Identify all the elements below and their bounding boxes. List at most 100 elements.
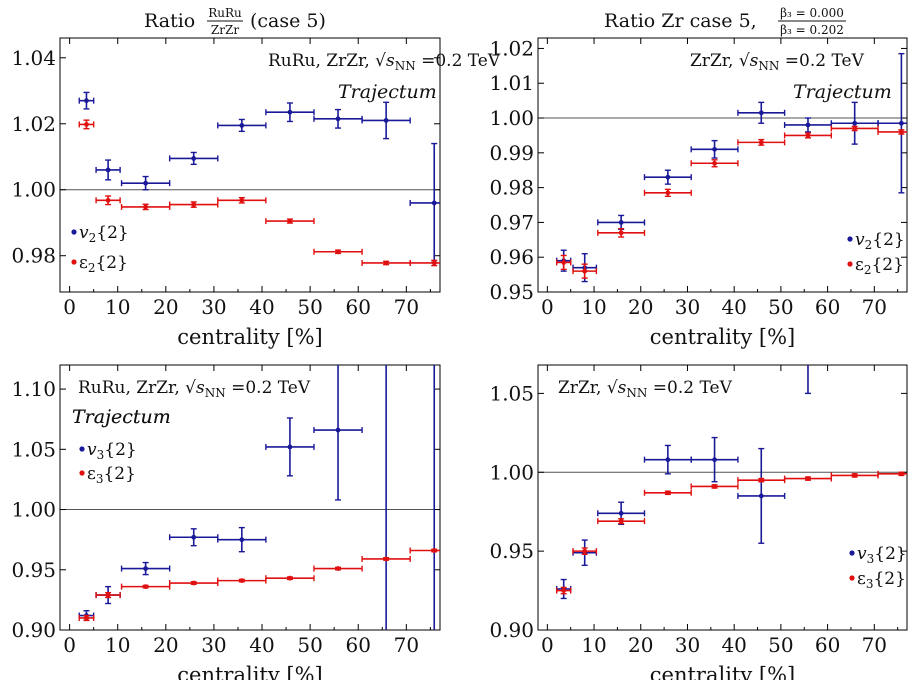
- x-tick-label: 20: [153, 633, 178, 657]
- sqrt-s: s: [618, 378, 627, 398]
- marker: [852, 473, 858, 478]
- system-annotation: ZrZr, √sNN =0.2 TeV: [558, 378, 733, 400]
- marker: [758, 493, 764, 499]
- data-point: [95, 195, 121, 206]
- data-point: [313, 365, 363, 501]
- marker: [431, 548, 437, 553]
- marker: [239, 578, 245, 584]
- legend-label: ε3{2}: [87, 464, 136, 486]
- data-point: [555, 254, 572, 271]
- data-point: [690, 436, 739, 483]
- marker: [383, 118, 389, 123]
- system-label: RuRu, ZrZr,: [268, 51, 375, 71]
- panel-p2: 0 10 20 30 40 50 60 70 0.95 0.96 0.97 0.98 0.99 1.00 1…: [489, 6, 908, 349]
- sqrt-subscript: NN: [205, 386, 226, 400]
- title-numerator: RuRu: [208, 6, 242, 20]
- data-point: [265, 417, 315, 477]
- marker: [191, 580, 197, 586]
- y-tick-label: 1.00: [489, 106, 534, 130]
- legend-label: v2{2}: [79, 223, 129, 245]
- data-point: [737, 477, 786, 484]
- marker: [852, 126, 858, 131]
- data-point: [877, 470, 907, 477]
- legend-item-ε3: ε3{2}: [849, 569, 906, 591]
- legend-label: ε2{2}: [79, 253, 128, 275]
- y-tick-label: 0.98: [11, 244, 56, 268]
- x-axis-label: centrality [%]: [650, 325, 795, 349]
- marker: [618, 230, 624, 236]
- x-tick-label: 20: [628, 295, 653, 319]
- y-tick-label: 1.00: [11, 498, 56, 522]
- title-denominator: β₃ = 0.202: [780, 23, 844, 37]
- data-point: [783, 117, 833, 133]
- data-point: [737, 101, 786, 124]
- data-point: [168, 151, 219, 166]
- sqrt-sign: √: [375, 51, 386, 71]
- data-point: [265, 102, 315, 123]
- legend-label: v2{2}: [855, 230, 905, 252]
- legend-subscript: 3: [96, 472, 104, 486]
- data-point: [120, 203, 171, 211]
- series-e: [78, 547, 440, 622]
- y-tick-label: 1.10: [11, 377, 56, 401]
- data-point: [643, 169, 692, 185]
- marker: [335, 116, 341, 122]
- data-point: [597, 518, 646, 525]
- sqrt-s: s: [386, 51, 395, 71]
- marker: [805, 133, 811, 138]
- x-tick-label: 30: [201, 633, 226, 657]
- x-tick-label: 50: [297, 295, 322, 319]
- marker: [239, 197, 245, 203]
- marker: [665, 490, 671, 496]
- legend-marker: [71, 259, 77, 265]
- marker: [898, 129, 904, 135]
- marker: [806, 328, 811, 333]
- data-point: [313, 248, 363, 255]
- x-tick-label: 10: [105, 633, 130, 657]
- x-tick-label: 0: [541, 633, 554, 657]
- legend-suffix: {2}: [873, 569, 905, 589]
- legend-label: v3{2}: [857, 544, 907, 566]
- x-tick-label: 0: [63, 295, 76, 319]
- marker: [758, 477, 764, 483]
- data-point: [361, 101, 411, 140]
- title-main: Ratio Zr case 5,: [604, 10, 757, 32]
- y-tick-label: 0.95: [489, 539, 534, 563]
- data-point: [877, 128, 907, 135]
- x-tick-label: 60: [346, 633, 371, 657]
- panel-title: Ratio Zr case 5, β₃ = 0.000 β₃ = 0.202: [604, 6, 846, 37]
- legend-symbol: v: [855, 230, 865, 250]
- marker: [561, 588, 567, 593]
- legend-subscript: 2: [864, 263, 872, 277]
- marker: [143, 566, 149, 571]
- marker: [561, 260, 567, 265]
- legend-subscript: 2: [88, 261, 96, 275]
- data-point: [572, 547, 598, 555]
- x-tick-label: 40: [721, 295, 746, 319]
- legend-item-v2: v2{2}: [847, 230, 905, 252]
- x-tick-label: 10: [581, 633, 606, 657]
- marker: [898, 471, 904, 477]
- data-point: [78, 614, 95, 622]
- x-tick-label: 60: [815, 295, 840, 319]
- x-tick-label: 30: [201, 295, 226, 319]
- marker: [712, 160, 717, 166]
- data-point: [265, 218, 315, 225]
- legend-marker: [847, 261, 853, 267]
- data-point: [361, 555, 411, 562]
- marker: [191, 202, 197, 207]
- legend-label: ε2{2}: [855, 255, 904, 277]
- marker: [287, 444, 293, 450]
- legend-item-ε3: ε3{2}: [79, 464, 136, 486]
- marker: [105, 592, 111, 598]
- x-axis-label: centrality [%]: [177, 663, 322, 680]
- y-tick-label: 1.02: [489, 36, 534, 60]
- data-point: [555, 586, 572, 595]
- data-point: [120, 561, 171, 576]
- x-tick-label: 40: [249, 295, 274, 319]
- data-point: [217, 577, 267, 584]
- x-tick-label: 40: [249, 633, 274, 657]
- legend-marker: [71, 229, 77, 235]
- data-point: [572, 263, 598, 279]
